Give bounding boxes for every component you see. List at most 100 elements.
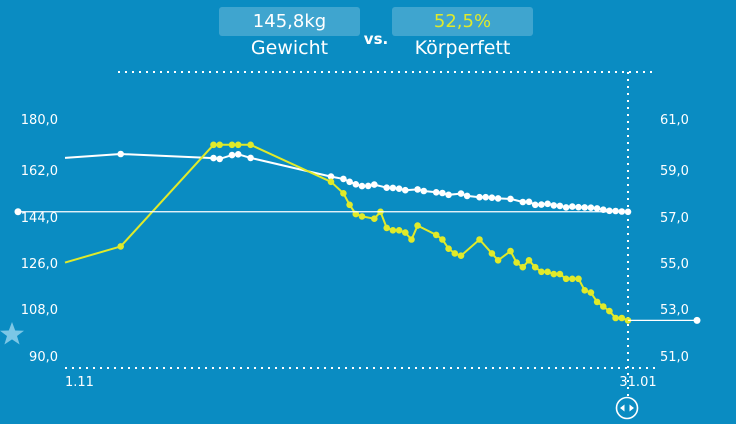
left-right-arrows-icon[interactable] <box>615 396 639 420</box>
fat-data-point <box>618 314 626 322</box>
weight-marker-handle[interactable] <box>14 208 22 216</box>
weight-value-box[interactable]: 145,8kg <box>219 7 360 36</box>
fat-data-point <box>371 215 378 222</box>
weight-data-point <box>117 150 124 158</box>
weight-data-point <box>383 184 391 191</box>
current-markers[interactable] <box>14 208 701 324</box>
y-left-tick-label: 90,0 <box>29 350 58 365</box>
fat-data-point <box>600 303 607 310</box>
weight-data-point <box>247 154 254 162</box>
chart-grid <box>65 71 655 396</box>
fat-data-point <box>513 259 520 266</box>
fat-data-point <box>593 298 601 306</box>
weight-value: 145,8kg <box>252 11 327 32</box>
fat-data-point <box>432 231 440 239</box>
fat-data-point <box>587 289 595 296</box>
weight-data-point <box>395 185 403 192</box>
fat-data-point <box>352 210 360 218</box>
weight-data-point <box>612 207 619 215</box>
fat-data-point <box>395 227 403 234</box>
weight-data-point <box>210 154 217 162</box>
y-right-tick-label: 59,0 <box>660 164 689 179</box>
weight-data-point <box>544 200 551 208</box>
weight-data-point <box>364 182 372 190</box>
weight-data-point <box>562 204 570 211</box>
fat-data-point <box>538 268 545 276</box>
y-right-tick-label: 53,0 <box>660 303 689 318</box>
weight-data-point <box>525 198 533 206</box>
y-left-axis: 180,0 162,0 144,0 126,0 108,0 90,0 <box>21 113 58 365</box>
series-lines <box>64 143 629 322</box>
fat-data-point <box>544 268 551 276</box>
fat-data-point <box>550 270 558 278</box>
weight-data-point <box>234 151 242 158</box>
fat-data-point <box>525 257 533 264</box>
fat-data-point <box>519 263 527 271</box>
weight-data-point <box>445 191 452 199</box>
weight-data-point <box>606 207 613 215</box>
weight-data-point <box>482 193 490 201</box>
fat-data-point <box>402 229 409 236</box>
fat-data-point <box>247 141 254 149</box>
fat-data-point <box>358 213 366 220</box>
weight-data-point <box>531 201 539 209</box>
fat-data-point <box>234 141 242 149</box>
weight-data-point <box>439 189 446 197</box>
weight-data-point <box>507 195 514 203</box>
weight-data-point <box>476 193 483 201</box>
weight-data-point <box>575 203 582 211</box>
weight-data-point <box>228 151 236 159</box>
weight-data-point <box>327 173 335 180</box>
fat-series-line <box>64 143 629 322</box>
fat-label: Körperfett <box>414 37 511 59</box>
drag-arrows <box>620 404 634 412</box>
fat-data-point <box>581 287 588 294</box>
fat-data-point <box>569 275 576 283</box>
weight-data-point <box>216 155 223 163</box>
fat-data-point <box>562 275 570 283</box>
fat-value-box[interactable]: 52,5% <box>392 7 533 36</box>
drag-handle-circle <box>615 396 639 420</box>
weight-data-point <box>519 198 527 206</box>
fat-data-point <box>216 141 223 149</box>
fat-data-point <box>531 263 539 271</box>
y-right-tick-label: 55,0 <box>660 257 689 272</box>
fat-data-point <box>507 247 514 255</box>
weight-data-point <box>569 203 576 210</box>
weight-data-point <box>346 178 353 186</box>
weight-data-point <box>550 202 558 209</box>
fat-data-point <box>117 243 124 250</box>
weight-data-point <box>402 186 409 194</box>
weight-data-point <box>358 182 366 190</box>
y-right-tick-label: 61,0 <box>660 113 689 128</box>
weight-data-point <box>389 184 397 192</box>
fat-data-point <box>494 257 502 264</box>
weight-data-point <box>371 181 378 188</box>
fat-data-point <box>488 250 496 257</box>
weight-data-point <box>556 202 564 210</box>
y-right-axis: 61,0 59,0 57,0 55,0 53,0 51,0 <box>660 113 689 365</box>
fat-data-point <box>346 201 353 209</box>
fat-data-point <box>612 314 619 322</box>
weight-data-point <box>432 189 440 196</box>
weight-data-point <box>420 187 428 195</box>
fat-value: 52,5% <box>433 11 492 32</box>
fat-marker-handle[interactable] <box>693 316 701 324</box>
y-right-tick-label: 51,0 <box>660 350 689 365</box>
y-right-tick-label: 57,0 <box>660 211 689 226</box>
fat-data-point <box>389 227 397 234</box>
fat-data-point <box>451 250 459 257</box>
fat-data-point <box>340 190 347 197</box>
weight-data-point <box>352 181 360 188</box>
fat-data-point <box>414 222 421 229</box>
x-tick-label: 1.11 <box>65 375 94 390</box>
weight-data-point <box>488 194 496 201</box>
weight-data-point <box>587 204 595 211</box>
weight-data-point <box>457 190 465 197</box>
chart-icons[interactable] <box>0 322 639 420</box>
star-icon[interactable] <box>0 322 24 345</box>
y-left-tick-label: 144,0 <box>21 211 58 226</box>
fat-data-point <box>228 141 236 149</box>
y-left-tick-label: 126,0 <box>21 257 58 272</box>
